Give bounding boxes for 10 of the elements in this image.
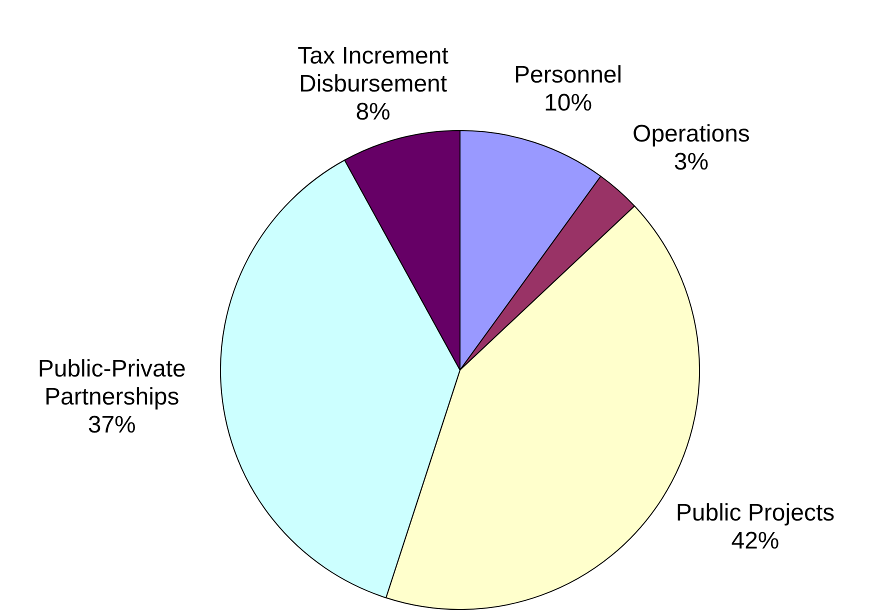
slice-label: Public Projects bbox=[676, 499, 835, 526]
data-label: 37% bbox=[88, 411, 136, 438]
slice-label: Public-Private Partnerships bbox=[38, 355, 186, 410]
data-label: 3% bbox=[674, 148, 709, 176]
data-label: 10% bbox=[544, 89, 592, 116]
slice-label: Personnel bbox=[514, 61, 622, 88]
data-label: 42% bbox=[731, 527, 780, 554]
data-label: 8% bbox=[356, 98, 390, 126]
slice-label: Operations bbox=[632, 120, 750, 148]
slice-label: Tax Increment Disbursement bbox=[298, 42, 449, 98]
